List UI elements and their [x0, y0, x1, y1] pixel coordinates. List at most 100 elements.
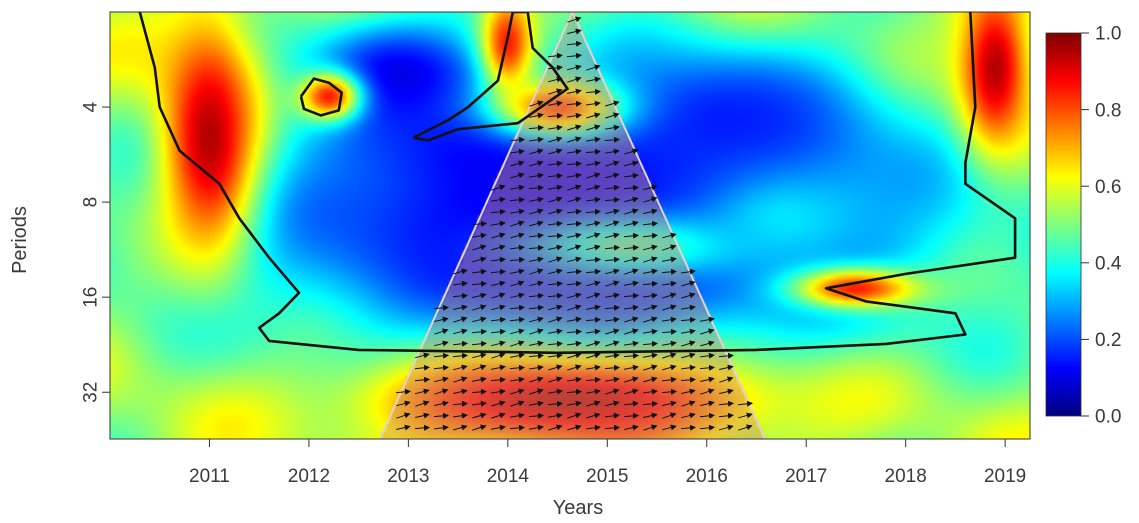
- phase-arrow: [605, 280, 620, 287]
- phase-arrow: [662, 424, 677, 431]
- phase-arrow: [529, 136, 544, 143]
- phase-arrow: [643, 328, 658, 335]
- phase-arrow: [624, 208, 639, 215]
- phase-arrow: [415, 388, 430, 395]
- phase-arrow: [624, 388, 639, 395]
- phase-arrow: [567, 292, 582, 299]
- phase-arrows: [395, 16, 753, 431]
- phase-arrow: [510, 208, 525, 215]
- phase-arrow: [567, 376, 582, 383]
- phase-arrow: [681, 280, 696, 287]
- phase-arrow: [719, 388, 734, 395]
- phase-arrow: [472, 256, 487, 263]
- phase-arrow: [567, 400, 582, 407]
- phase-arrow: [586, 352, 601, 359]
- phase-arrow: [548, 316, 563, 323]
- phase-arrow: [662, 280, 677, 287]
- phase-arrow: [490, 328, 506, 335]
- phase-arrow: [567, 412, 582, 419]
- phase-arrow: [510, 268, 525, 275]
- phase-arrow: [414, 424, 430, 431]
- phase-arrow: [586, 136, 601, 143]
- phase-arrow: [548, 376, 563, 383]
- phase-arrow: [567, 244, 582, 251]
- phase-arrow: [510, 160, 525, 167]
- phase-arrow: [604, 364, 620, 371]
- phase-arrow: [605, 220, 620, 227]
- colorbar: 0.0 0.2 0.4 0.6 0.8 1.0: [1045, 24, 1122, 428]
- phase-arrow: [567, 124, 582, 131]
- phase-arrow: [528, 244, 544, 251]
- phase-arrow: [491, 232, 506, 239]
- phase-arrow: [491, 184, 506, 191]
- phase-arrow: [453, 316, 468, 323]
- phase-arrow: [548, 268, 563, 275]
- phase-arrow: [567, 316, 582, 323]
- phase-arrow: [604, 256, 620, 263]
- x-tick-label: 2011: [189, 466, 230, 487]
- phase-arrow: [624, 148, 639, 155]
- colorbar-tick-label: 0.4: [1095, 253, 1122, 274]
- phase-arrow: [433, 412, 449, 419]
- phase-arrow: [567, 232, 582, 239]
- phase-arrow: [719, 364, 734, 371]
- phase-arrow: [548, 196, 563, 203]
- x-tick-label: 2012: [288, 466, 330, 487]
- phase-arrow: [643, 208, 658, 215]
- phase-arrow: [529, 340, 544, 347]
- phase-arrow: [529, 268, 544, 275]
- phase-arrow: [567, 184, 582, 191]
- phase-arrow: [605, 112, 620, 119]
- phase-arrow: [624, 256, 639, 263]
- phase-arrow: [434, 340, 449, 347]
- phase-arrow: [643, 364, 658, 371]
- phase-arrow: [548, 424, 563, 431]
- phase-arrow: [662, 304, 677, 311]
- phase-arrow: [529, 256, 544, 263]
- phase-arrow: [643, 352, 658, 359]
- phase-arrow: [567, 208, 582, 215]
- phase-arrow: [491, 244, 506, 251]
- phase-arrow: [623, 292, 639, 299]
- phase-arrow: [472, 244, 487, 251]
- phase-arrow: [718, 352, 734, 359]
- phase-arrow: [529, 148, 544, 155]
- phase-arrow: [528, 184, 544, 191]
- phase-arrow: [491, 412, 506, 419]
- phase-arrow: [699, 412, 715, 419]
- y-tick-label: 16: [81, 287, 102, 308]
- y-tick-label: 4: [81, 101, 102, 112]
- phase-arrow: [586, 160, 601, 167]
- phase-arrow: [642, 220, 658, 227]
- x-tick-label: 2019: [984, 466, 1026, 487]
- phase-arrow: [529, 376, 544, 383]
- y-tick-label: 8: [81, 197, 102, 208]
- phase-arrow: [452, 352, 468, 359]
- phase-arrow: [548, 160, 563, 167]
- phase-arrow: [414, 376, 430, 383]
- phase-arrow: [491, 340, 506, 347]
- phase-arrow: [662, 244, 677, 251]
- phase-arrow: [662, 400, 677, 407]
- phase-arrow: [567, 16, 582, 23]
- phase-arrow: [662, 256, 677, 263]
- phase-arrow: [604, 424, 620, 431]
- phase-arrow: [490, 268, 506, 275]
- phase-arrow: [453, 268, 468, 275]
- phase-arrow: [643, 292, 658, 299]
- phase-arrow: [662, 340, 677, 347]
- phase-arrow: [586, 304, 601, 311]
- phase-arrow: [624, 280, 639, 287]
- phase-arrow: [586, 112, 601, 119]
- phase-arrow: [605, 268, 620, 275]
- phase-arrow: [415, 352, 430, 359]
- x-tick-label: 2018: [885, 466, 927, 487]
- phase-arrow: [491, 388, 506, 395]
- phase-arrow: [529, 388, 544, 395]
- phase-arrow: [529, 112, 544, 119]
- phase-arrow: [510, 292, 525, 299]
- phase-arrow: [472, 412, 487, 419]
- significance-contours: [138, 12, 1017, 439]
- phase-arrow: [510, 376, 525, 383]
- phase-arrow: [642, 232, 658, 239]
